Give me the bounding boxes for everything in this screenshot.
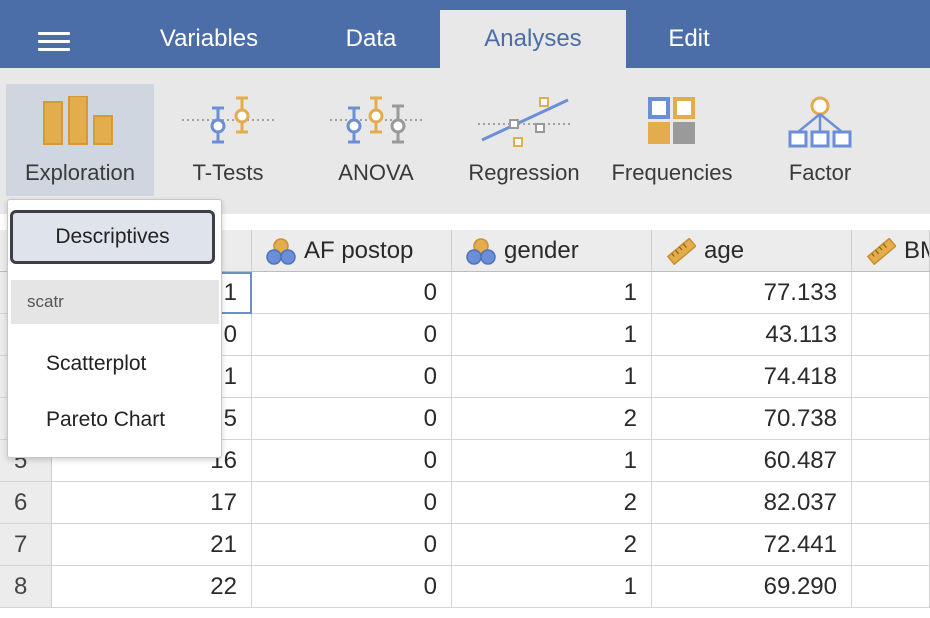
table-cell[interactable]: 1 xyxy=(452,440,652,482)
table-cell[interactable]: 0 xyxy=(252,272,452,314)
ribbon-label: Factor xyxy=(788,160,852,185)
table-cell[interactable]: 70.738 xyxy=(652,398,852,440)
ribbon-label: T-Tests xyxy=(192,160,264,185)
factor-icon xyxy=(788,96,852,155)
row-number[interactable]: 7 xyxy=(0,524,52,566)
column-header-bmi[interactable]: BM xyxy=(852,230,930,272)
column-header-age[interactable]: age xyxy=(652,230,852,272)
table-cell[interactable] xyxy=(852,398,930,440)
row-number[interactable]: 8 xyxy=(0,566,52,608)
table-cell[interactable]: 69.290 xyxy=(652,566,852,608)
menu-item-scatterplot[interactable]: Scatterplot xyxy=(46,352,147,375)
ribbon-label: Regression xyxy=(468,160,580,185)
table-cell[interactable]: 1 xyxy=(452,314,652,356)
column-header-label: gender xyxy=(504,237,579,264)
table-row: 7 21 0 2 72.441 xyxy=(0,524,930,566)
table-cell[interactable]: 0 xyxy=(252,440,452,482)
table-cell[interactable]: 1 xyxy=(452,356,652,398)
table-cell[interactable]: 43.113 xyxy=(652,314,852,356)
hamburger-menu-icon[interactable] xyxy=(38,32,70,52)
analyses-ribbon: Exploration T-Tests xyxy=(0,68,930,214)
table-cell[interactable] xyxy=(852,524,930,566)
table-cell[interactable]: 21 xyxy=(52,524,252,566)
table-cell[interactable]: 72.441 xyxy=(652,524,852,566)
nominal-variable-icon xyxy=(466,238,496,273)
exploration-dropdown-menu: Descriptives scatr Scatterplot Pareto Ch… xyxy=(7,199,222,458)
ribbon-label: Exploration xyxy=(24,160,136,185)
ribbon-label: Frequencies xyxy=(611,160,733,185)
table-cell[interactable]: 74.418 xyxy=(652,356,852,398)
table-cell[interactable] xyxy=(852,314,930,356)
ruler-icon xyxy=(666,237,697,273)
table-cell[interactable] xyxy=(852,482,930,524)
table-cell[interactable]: 2 xyxy=(452,482,652,524)
table-cell[interactable]: 1 xyxy=(452,272,652,314)
ribbon-factor-button[interactable]: Factor xyxy=(764,84,876,196)
table-cell[interactable]: 82.037 xyxy=(652,482,852,524)
table-cell[interactable] xyxy=(852,356,930,398)
menu-item-descriptives[interactable]: Descriptives xyxy=(10,210,215,264)
menu-section-header: scatr xyxy=(11,280,219,324)
column-header-af-postop[interactable]: AF postop xyxy=(252,230,452,272)
table-cell[interactable] xyxy=(852,272,930,314)
table-row: 6 17 0 2 82.037 xyxy=(0,482,930,524)
t-tests-icon xyxy=(180,96,276,151)
anova-icon xyxy=(328,96,424,151)
regression-icon xyxy=(476,96,572,155)
table-cell[interactable]: 0 xyxy=(252,314,452,356)
table-row: 8 22 0 1 69.290 xyxy=(0,566,930,608)
table-cell[interactable]: 0 xyxy=(252,482,452,524)
ribbon-frequencies-button[interactable]: Frequencies xyxy=(600,84,744,196)
table-cell[interactable]: 22 xyxy=(52,566,252,608)
table-cell[interactable]: 1 xyxy=(452,566,652,608)
ruler-icon xyxy=(866,237,897,271)
column-header-label: BM xyxy=(904,237,929,264)
table-cell[interactable]: 0 xyxy=(252,356,452,398)
table-cell[interactable]: 0 xyxy=(252,566,452,608)
ribbon-label: ANOVA xyxy=(338,160,414,185)
tab-edit[interactable]: Edit xyxy=(668,25,710,52)
menu-item-pareto-chart[interactable]: Pareto Chart xyxy=(46,408,166,431)
tab-variables[interactable]: Variables xyxy=(159,25,259,52)
frequencies-icon xyxy=(647,96,697,151)
tab-data[interactable]: Data xyxy=(345,25,397,52)
menu-bar: Variables Data Analyses Edit xyxy=(0,0,930,68)
ribbon-exploration-button[interactable]: Exploration xyxy=(6,84,154,196)
nominal-variable-icon xyxy=(266,238,296,273)
table-cell[interactable]: 77.133 xyxy=(652,272,852,314)
tab-analyses[interactable]: Analyses xyxy=(440,10,626,68)
table-cell[interactable]: 2 xyxy=(452,524,652,566)
exploration-icon xyxy=(42,95,118,151)
ribbon-regression-button[interactable]: Regression xyxy=(460,84,588,196)
table-cell[interactable]: 0 xyxy=(252,398,452,440)
column-header-gender[interactable]: gender xyxy=(452,230,652,272)
column-header-label: AF postop xyxy=(304,237,414,264)
ribbon-t-tests-button[interactable]: T-Tests xyxy=(170,84,286,196)
table-cell[interactable]: 17 xyxy=(52,482,252,524)
table-cell[interactable] xyxy=(852,440,930,482)
table-cell[interactable]: 0 xyxy=(252,524,452,566)
table-cell[interactable]: 2 xyxy=(452,398,652,440)
table-cell[interactable] xyxy=(852,566,930,608)
ribbon-anova-button[interactable]: ANOVA xyxy=(318,84,434,196)
table-cell[interactable]: 60.487 xyxy=(652,440,852,482)
row-number[interactable]: 6 xyxy=(0,482,52,524)
column-header-label: age xyxy=(704,237,745,264)
